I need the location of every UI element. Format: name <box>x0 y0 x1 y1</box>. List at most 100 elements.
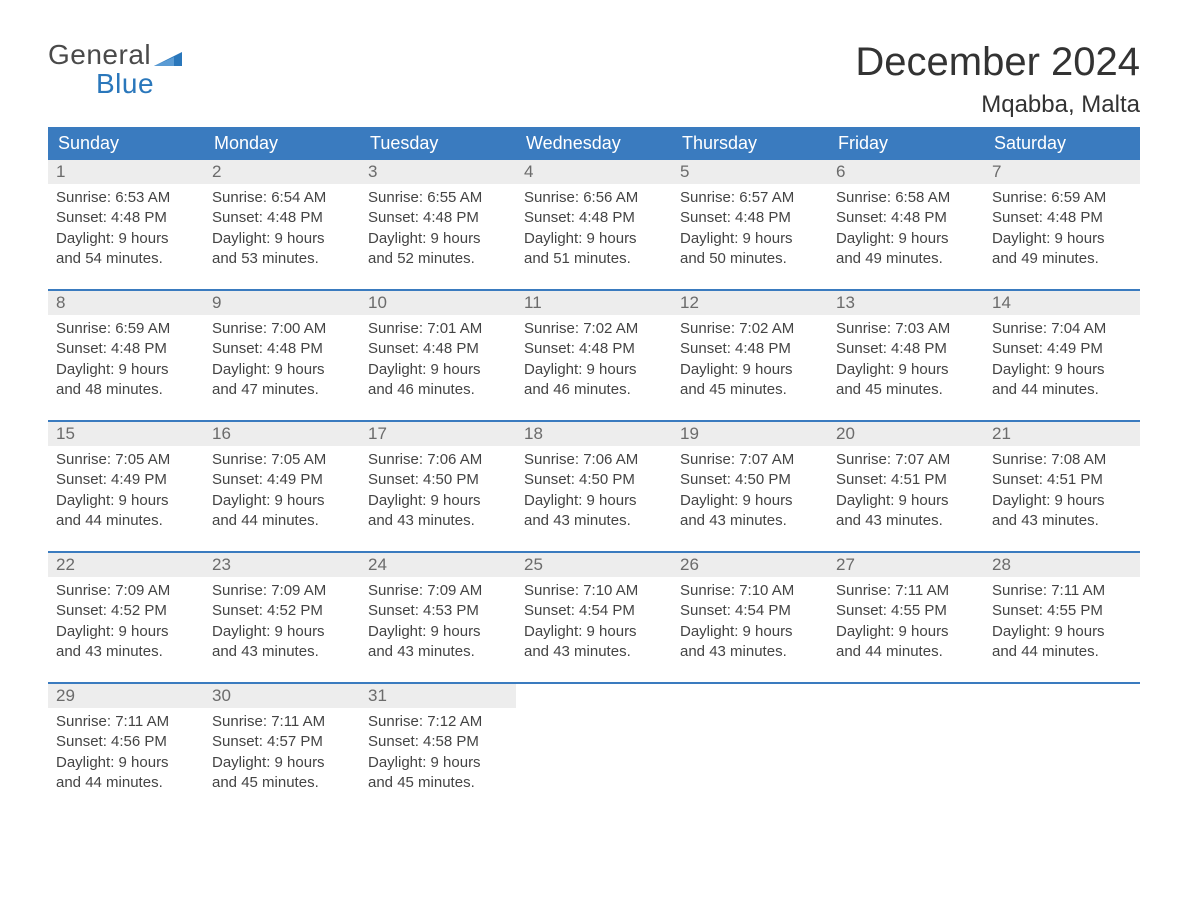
day-d1: Daylight: 9 hours <box>836 229 976 249</box>
day-cell: 22Sunrise: 7:09 AMSunset: 4:52 PMDayligh… <box>48 553 204 668</box>
day-sunset: Sunset: 4:48 PM <box>368 339 508 359</box>
day-cell: 1Sunrise: 6:53 AMSunset: 4:48 PMDaylight… <box>48 160 204 275</box>
week-row: 15Sunrise: 7:05 AMSunset: 4:49 PMDayligh… <box>48 420 1140 537</box>
day-body: Sunrise: 7:11 AMSunset: 4:56 PMDaylight:… <box>48 708 204 799</box>
day-sunset: Sunset: 4:50 PM <box>524 470 664 490</box>
day-sunset: Sunset: 4:56 PM <box>56 732 196 752</box>
day-d1: Daylight: 9 hours <box>992 491 1132 511</box>
day-d2: and 45 minutes. <box>680 380 820 400</box>
day-d1: Daylight: 9 hours <box>56 753 196 773</box>
day-sunrise: Sunrise: 6:59 AM <box>56 319 196 339</box>
day-sunrise: Sunrise: 7:05 AM <box>56 450 196 470</box>
day-d1: Daylight: 9 hours <box>56 360 196 380</box>
day-d2: and 43 minutes. <box>680 511 820 531</box>
day-d1: Daylight: 9 hours <box>368 360 508 380</box>
day-cell: 14Sunrise: 7:04 AMSunset: 4:49 PMDayligh… <box>984 291 1140 406</box>
day-d2: and 43 minutes. <box>524 642 664 662</box>
day-d1: Daylight: 9 hours <box>368 229 508 249</box>
day-cell: 25Sunrise: 7:10 AMSunset: 4:54 PMDayligh… <box>516 553 672 668</box>
day-cell: 17Sunrise: 7:06 AMSunset: 4:50 PMDayligh… <box>360 422 516 537</box>
day-sunrise: Sunrise: 6:56 AM <box>524 188 664 208</box>
day-d1: Daylight: 9 hours <box>368 753 508 773</box>
day-cell: 16Sunrise: 7:05 AMSunset: 4:49 PMDayligh… <box>204 422 360 537</box>
day-body: Sunrise: 7:04 AMSunset: 4:49 PMDaylight:… <box>984 315 1140 406</box>
day-sunrise: Sunrise: 6:59 AM <box>992 188 1132 208</box>
day-body: Sunrise: 6:57 AMSunset: 4:48 PMDaylight:… <box>672 184 828 275</box>
day-number: 15 <box>48 422 204 446</box>
day-d2: and 49 minutes. <box>836 249 976 269</box>
day-cell: 12Sunrise: 7:02 AMSunset: 4:48 PMDayligh… <box>672 291 828 406</box>
day-d1: Daylight: 9 hours <box>680 622 820 642</box>
day-d1: Daylight: 9 hours <box>368 622 508 642</box>
day-cell: 10Sunrise: 7:01 AMSunset: 4:48 PMDayligh… <box>360 291 516 406</box>
week-row: 8Sunrise: 6:59 AMSunset: 4:48 PMDaylight… <box>48 289 1140 406</box>
day-number: 3 <box>360 160 516 184</box>
day-cell: 31Sunrise: 7:12 AMSunset: 4:58 PMDayligh… <box>360 684 516 799</box>
day-d1: Daylight: 9 hours <box>680 229 820 249</box>
day-body: Sunrise: 6:59 AMSunset: 4:48 PMDaylight:… <box>984 184 1140 275</box>
day-sunset: Sunset: 4:48 PM <box>368 208 508 228</box>
day-d2: and 54 minutes. <box>56 249 196 269</box>
day-body: Sunrise: 6:53 AMSunset: 4:48 PMDaylight:… <box>48 184 204 275</box>
day-sunrise: Sunrise: 7:11 AM <box>836 581 976 601</box>
logo-word2: Blue <box>96 69 182 98</box>
day-sunset: Sunset: 4:52 PM <box>212 601 352 621</box>
day-d1: Daylight: 9 hours <box>368 491 508 511</box>
day-d2: and 44 minutes. <box>992 642 1132 662</box>
day-sunset: Sunset: 4:50 PM <box>680 470 820 490</box>
location: Mqabba, Malta <box>855 91 1140 119</box>
day-sunset: Sunset: 4:54 PM <box>524 601 664 621</box>
day-number: 31 <box>360 684 516 708</box>
day-cell: 27Sunrise: 7:11 AMSunset: 4:55 PMDayligh… <box>828 553 984 668</box>
day-sunset: Sunset: 4:51 PM <box>992 470 1132 490</box>
day-body: Sunrise: 7:06 AMSunset: 4:50 PMDaylight:… <box>516 446 672 537</box>
day-sunset: Sunset: 4:48 PM <box>836 208 976 228</box>
day-body: Sunrise: 6:54 AMSunset: 4:48 PMDaylight:… <box>204 184 360 275</box>
day-number: 6 <box>828 160 984 184</box>
day-body: Sunrise: 7:01 AMSunset: 4:48 PMDaylight:… <box>360 315 516 406</box>
day-body: Sunrise: 7:11 AMSunset: 4:55 PMDaylight:… <box>828 577 984 668</box>
day-body: Sunrise: 7:09 AMSunset: 4:52 PMDaylight:… <box>48 577 204 668</box>
day-d2: and 44 minutes. <box>56 511 196 531</box>
day-header: Tuesday <box>360 127 516 160</box>
day-number: 19 <box>672 422 828 446</box>
day-d2: and 52 minutes. <box>368 249 508 269</box>
day-sunset: Sunset: 4:57 PM <box>212 732 352 752</box>
day-cell: 5Sunrise: 6:57 AMSunset: 4:48 PMDaylight… <box>672 160 828 275</box>
day-body: Sunrise: 6:56 AMSunset: 4:48 PMDaylight:… <box>516 184 672 275</box>
day-d2: and 45 minutes. <box>368 773 508 793</box>
logo: General Blue <box>48 40 182 99</box>
day-d1: Daylight: 9 hours <box>524 622 664 642</box>
day-d1: Daylight: 9 hours <box>56 229 196 249</box>
day-cell: 3Sunrise: 6:55 AMSunset: 4:48 PMDaylight… <box>360 160 516 275</box>
day-body: Sunrise: 6:58 AMSunset: 4:48 PMDaylight:… <box>828 184 984 275</box>
day-cell: 24Sunrise: 7:09 AMSunset: 4:53 PMDayligh… <box>360 553 516 668</box>
day-d2: and 45 minutes. <box>212 773 352 793</box>
day-body: Sunrise: 7:05 AMSunset: 4:49 PMDaylight:… <box>48 446 204 537</box>
day-d1: Daylight: 9 hours <box>524 491 664 511</box>
day-sunrise: Sunrise: 7:08 AM <box>992 450 1132 470</box>
day-number: 13 <box>828 291 984 315</box>
day-header-row: SundayMondayTuesdayWednesdayThursdayFrid… <box>48 127 1140 160</box>
day-number: 25 <box>516 553 672 577</box>
day-sunset: Sunset: 4:48 PM <box>56 208 196 228</box>
day-cell: 6Sunrise: 6:58 AMSunset: 4:48 PMDaylight… <box>828 160 984 275</box>
day-body: Sunrise: 7:10 AMSunset: 4:54 PMDaylight:… <box>516 577 672 668</box>
day-sunrise: Sunrise: 7:03 AM <box>836 319 976 339</box>
day-d2: and 48 minutes. <box>56 380 196 400</box>
day-d2: and 44 minutes. <box>56 773 196 793</box>
day-sunrise: Sunrise: 7:02 AM <box>524 319 664 339</box>
day-d1: Daylight: 9 hours <box>56 622 196 642</box>
day-number: 21 <box>984 422 1140 446</box>
day-d1: Daylight: 9 hours <box>836 622 976 642</box>
day-cell: 18Sunrise: 7:06 AMSunset: 4:50 PMDayligh… <box>516 422 672 537</box>
day-header: Wednesday <box>516 127 672 160</box>
day-sunset: Sunset: 4:52 PM <box>56 601 196 621</box>
day-sunrise: Sunrise: 7:10 AM <box>524 581 664 601</box>
day-number: 29 <box>48 684 204 708</box>
day-cell: 20Sunrise: 7:07 AMSunset: 4:51 PMDayligh… <box>828 422 984 537</box>
day-number: 23 <box>204 553 360 577</box>
day-body: Sunrise: 7:00 AMSunset: 4:48 PMDaylight:… <box>204 315 360 406</box>
day-sunset: Sunset: 4:48 PM <box>212 208 352 228</box>
logo-flag-icon <box>154 42 182 60</box>
